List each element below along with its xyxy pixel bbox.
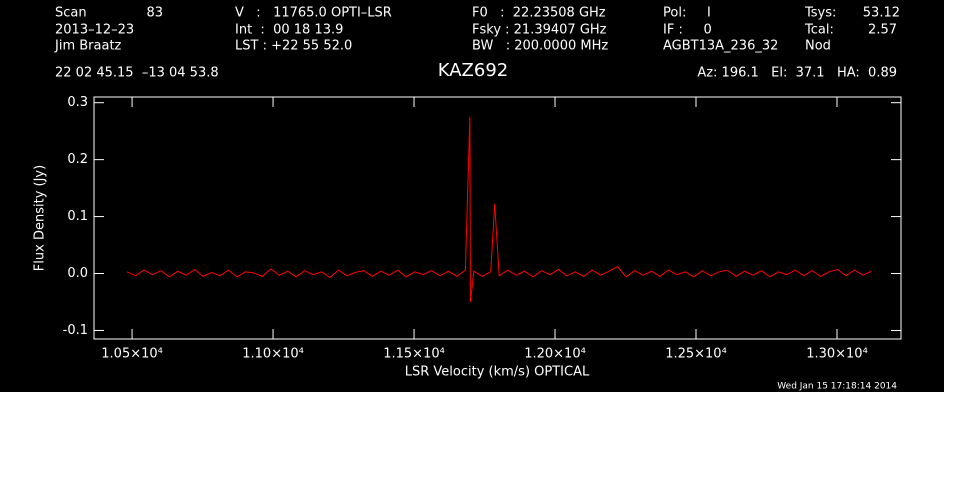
- header-text: AGBT13A_236_32: [663, 39, 778, 54]
- header-text: Tcal:: [804, 23, 834, 38]
- header-text: 22 02 45.15 –13 04 53.8: [55, 66, 219, 81]
- x-tick-label: 1.20×10⁴: [524, 347, 586, 362]
- header-text: 53.12: [863, 6, 900, 21]
- x-tick-label: 1.05×10⁴: [101, 347, 163, 362]
- spectrum-line: [126, 116, 872, 303]
- header-text: 83: [146, 6, 163, 21]
- header-text: Int : 00 18 13.9: [235, 23, 343, 38]
- header-text: 2.57: [868, 23, 897, 38]
- plot-frame: [93, 96, 902, 340]
- x-tick-label: 1.10×10⁴: [242, 347, 304, 362]
- header-text: Nod: [805, 39, 831, 54]
- y-tick-label: 0.1: [67, 209, 88, 224]
- header-text: Scan: [55, 6, 87, 21]
- header-text: 2013–12–23: [55, 23, 134, 38]
- header-text: BW : 200.0000 MHz: [472, 39, 608, 54]
- timestamp: Wed Jan 15 17:18:14 2014: [777, 382, 897, 392]
- y-axis-label: Flux Density (Jy): [33, 165, 48, 271]
- y-tick-label: -0.1: [63, 323, 88, 338]
- header-text: Jim Braatz: [54, 39, 122, 54]
- header-text: Az: 196.1 El: 37.1 HA: 0.89: [697, 66, 897, 81]
- y-tick-label: 0.2: [67, 152, 88, 167]
- x-tick-label: 1.25×10⁴: [665, 347, 727, 362]
- x-tick-label: 1.30×10⁴: [806, 347, 868, 362]
- x-tick-label: 1.15×10⁴: [383, 347, 445, 362]
- header-text: F0 : 22.23508 GHz: [472, 6, 606, 21]
- y-tick-label: 0.3: [67, 95, 88, 110]
- y-tick-label: 0.0: [67, 266, 88, 281]
- header-text: V : 11765.0 OPTI–LSR: [235, 6, 392, 21]
- header-text: Tsys:: [804, 6, 836, 21]
- header-text: IF : 0: [663, 23, 712, 38]
- x-axis-label: LSR Velocity (km/s) OPTICAL: [405, 365, 590, 380]
- header-text: LST : +22 55 52.0: [235, 39, 352, 54]
- header-text: Pol: I: [663, 6, 711, 21]
- header-text: Fsky : 21.39407 GHz: [472, 23, 607, 38]
- chart-title: KAZ692: [438, 60, 509, 81]
- plot-background: [0, 0, 944, 392]
